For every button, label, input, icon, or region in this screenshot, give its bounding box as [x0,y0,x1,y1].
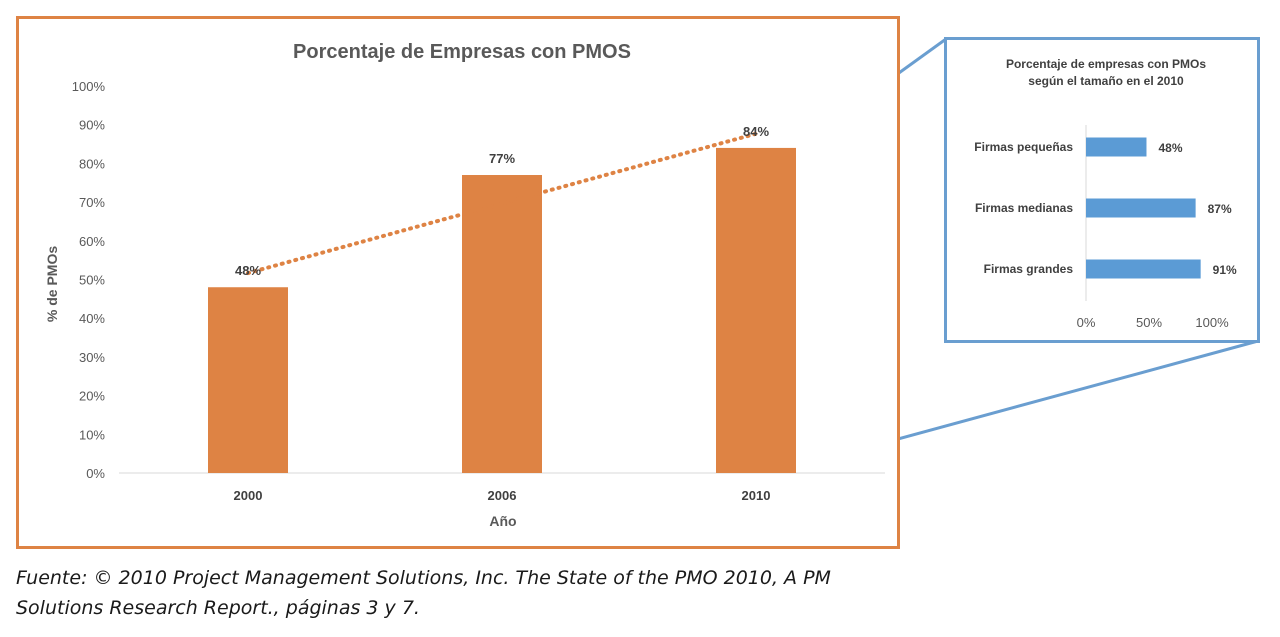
inset-bar-1 [1086,137,1147,157]
inset-data-label: 48% [1158,141,1182,155]
x-axis-label: Año [489,513,516,529]
y-tick-label: 70% [79,195,105,210]
bar-2000 [208,287,288,473]
main-chart: Porcentaje de Empresas con PMOS 0% 10% 20%… [44,41,885,529]
x-tick-label: 2006 [488,488,517,503]
y-tick-label: 80% [79,156,105,171]
source-note-line-1: Fuente: © 2010 Project Management Soluti… [16,567,831,589]
data-labels: 48% 77% 84% [235,124,769,278]
y-tick-label: 30% [79,350,105,365]
y-axis-ticks: 0% 10% 20% 30% 40% 50% 60% 70% 80% 90% 100% [72,79,106,481]
inset-category-label: Firmas grandes [984,262,1074,276]
inset-category-labels: Firmas pequeñas Firmas medianas Firmas gra… [974,140,1073,276]
y-tick-label: 40% [79,311,105,326]
inset-x-tick-label: 0% [1077,315,1096,330]
y-tick-label: 0% [86,466,105,481]
inset-chart-frame: Porcentaje de empresas con PMOs según el… [944,37,1260,343]
y-tick-label: 50% [79,273,105,288]
y-tick-label: 10% [79,427,105,442]
x-axis-ticks: 2000 2006 2010 [234,488,771,503]
y-tick-label: 100% [72,79,106,94]
inset-bar-2 [1086,198,1196,218]
bars [208,147,796,474]
main-chart-frame: Porcentaje de Empresas con PMOS 0% 10% 20%… [16,16,900,549]
inset-chart: Porcentaje de empresas con PMOs según el… [974,57,1237,330]
x-tick-label: 2000 [234,488,263,503]
inset-data-labels: 48% 87% 91% [1158,141,1237,277]
y-tick-label: 60% [79,234,105,249]
data-label-2006: 77% [489,151,515,166]
inset-title-line-2: según el tamaño en el 2010 [1028,74,1184,88]
y-tick-label: 20% [79,389,105,404]
bar-2006 [462,175,542,473]
inset-data-label: 87% [1208,202,1232,216]
inset-category-label: Firmas pequeñas [974,140,1073,154]
y-axis-label: % de PMOs [44,246,60,322]
chart-title: Porcentaje de Empresas con PMOS [293,41,631,63]
x-tick-label: 2010 [742,488,771,503]
data-label-2010: 84% [743,124,769,139]
y-tick-label: 90% [79,118,105,133]
inset-x-tick-label: 100% [1195,315,1229,330]
source-note: Fuente: © 2010 Project Management Soluti… [16,563,916,623]
inset-bars [1086,137,1201,279]
inset-x-tick-label: 50% [1136,315,1162,330]
inset-bar-3 [1086,259,1201,279]
inset-title-line-1: Porcentaje de empresas con PMOs [1006,57,1206,71]
inset-category-label: Firmas medianas [975,201,1073,215]
inset-data-label: 91% [1213,263,1237,277]
data-label-2000: 48% [235,263,261,278]
source-note-line-2: Solutions Research Report., páginas 3 y … [16,597,420,619]
bar-2010 [716,147,796,474]
inset-x-axis-ticks: 0% 50% 100% [1077,315,1229,330]
